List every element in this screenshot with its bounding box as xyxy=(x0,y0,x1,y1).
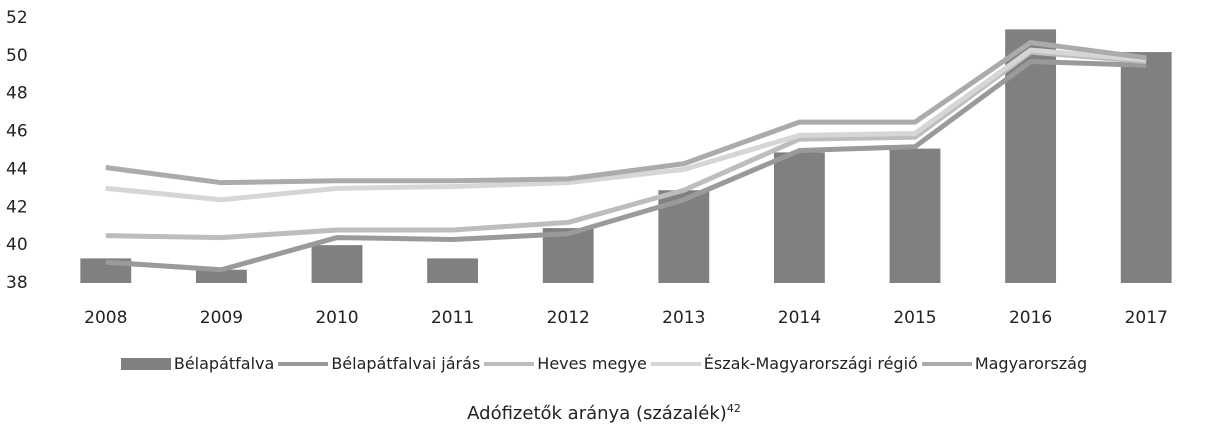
y-tick-label: 40 xyxy=(6,235,28,255)
legend-item: Heves megye xyxy=(484,354,647,373)
legend-item: Bélapátfalvai járás xyxy=(278,354,480,373)
chart-title: Adófizetők aránya (százalék) xyxy=(467,403,727,424)
legend-label: Bélapátfalva xyxy=(173,354,275,373)
y-tick-label: 46 xyxy=(6,122,28,142)
bar xyxy=(773,152,825,283)
y-tick-label: 38 xyxy=(6,273,28,293)
line xyxy=(105,40,1147,186)
legend-swatch xyxy=(650,361,701,366)
x-tick-label: 2012 xyxy=(547,308,590,328)
legend-item: Magyarország xyxy=(921,354,1088,373)
legend-swatch xyxy=(278,361,329,366)
legend: Bélapátfalva Bélapátfalvai járás Heves meg… xyxy=(0,354,1208,373)
x-tick-label: 2011 xyxy=(431,308,474,328)
x-tick-label: 2010 xyxy=(315,308,358,328)
x-tick-label: 2017 xyxy=(1125,308,1168,328)
x-tick-label: 2009 xyxy=(200,308,243,328)
legend-swatch xyxy=(484,361,535,366)
bar xyxy=(542,228,594,283)
bar xyxy=(427,258,479,283)
bar xyxy=(195,269,247,283)
y-tick-label: 52 xyxy=(6,8,28,28)
footnote: 42 xyxy=(726,402,741,415)
bar xyxy=(889,148,941,283)
y-tick-label: 48 xyxy=(6,84,28,104)
x-tick-label: 2016 xyxy=(1009,308,1052,328)
legend-label: Heves megye xyxy=(537,354,647,373)
x-tick-label: 2015 xyxy=(893,308,936,328)
line xyxy=(105,47,1147,203)
legend-label: Magyarország xyxy=(974,354,1088,373)
x-tick-label: 2013 xyxy=(662,308,705,328)
legend-swatch xyxy=(921,361,972,366)
x-tick-label: 2014 xyxy=(778,308,821,328)
line xyxy=(105,59,1147,273)
y-tick-label: 50 xyxy=(6,46,28,66)
bar xyxy=(311,245,363,283)
legend-swatch xyxy=(120,357,171,370)
y-tick-label: 42 xyxy=(6,197,28,217)
y-tick-label: 44 xyxy=(6,159,28,179)
bar xyxy=(1120,52,1172,284)
chart: 38 40 42 44 46 48 50 52 2008 2009 2010 2011 2012 2013… xyxy=(6,8,1172,328)
caption: Adófizetők aránya (százalék)42 xyxy=(0,402,1208,424)
legend-item: Bélapátfalva xyxy=(120,354,275,373)
x-tick-label: 2008 xyxy=(84,308,127,328)
legend-label: Bélapátfalvai járás xyxy=(331,354,481,373)
legend-item: Észak-Magyarországi régió xyxy=(650,354,918,373)
legend-label: Észak-Magyarországi régió xyxy=(703,354,918,373)
